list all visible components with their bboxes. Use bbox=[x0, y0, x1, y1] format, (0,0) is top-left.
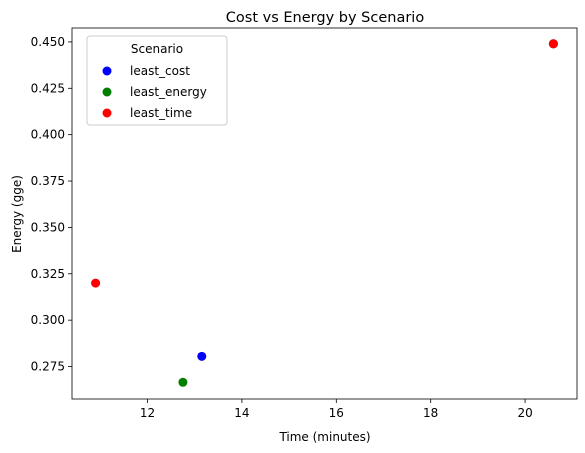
y-tick-label: 0.450 bbox=[31, 35, 65, 49]
y-tick-label: 0.425 bbox=[31, 81, 65, 95]
x-tick-label: 20 bbox=[517, 406, 532, 420]
y-tick-label: 0.275 bbox=[31, 360, 65, 374]
legend-marker-least-cost bbox=[102, 66, 112, 76]
legend-label-least-energy: least_energy bbox=[130, 85, 207, 99]
data-point-least-time bbox=[91, 278, 101, 288]
data-point-least-cost bbox=[197, 351, 207, 361]
plot-frame bbox=[71, 27, 578, 400]
y-tick-label: 0.325 bbox=[31, 267, 65, 281]
data-point-least-time bbox=[548, 39, 558, 49]
x-axis-ticks: 12 14 16 18 20 bbox=[140, 399, 533, 420]
legend-label-least-cost: least_cost bbox=[130, 64, 190, 78]
y-tick-label: 0.375 bbox=[31, 174, 65, 188]
y-tick-label: 0.300 bbox=[31, 313, 65, 327]
data-point-least-energy bbox=[178, 377, 188, 387]
x-axis-label: Time (minutes) bbox=[278, 430, 370, 444]
legend-marker-least-energy bbox=[102, 87, 112, 97]
data-points bbox=[91, 39, 558, 387]
legend-label-least-time: least_time bbox=[130, 106, 192, 120]
legend: Scenario least_cost least_energy least_tim… bbox=[86, 35, 228, 126]
y-tick-label: 0.400 bbox=[31, 128, 65, 142]
legend-entries: least_cost least_energy least_time bbox=[102, 64, 207, 120]
x-tick-label: 18 bbox=[423, 406, 438, 420]
chart-title: Cost vs Energy by Scenario bbox=[226, 10, 425, 26]
x-tick-label: 16 bbox=[329, 406, 344, 420]
legend-title: Scenario bbox=[131, 42, 183, 56]
y-axis-ticks: 0.275 0.300 0.325 0.350 0.375 0.400 0.425 0.450 bbox=[31, 35, 72, 374]
y-tick-label: 0.350 bbox=[31, 220, 65, 234]
legend-box bbox=[86, 35, 228, 126]
y-axis-label: Energy (gge) bbox=[10, 175, 24, 253]
x-tick-label: 14 bbox=[234, 406, 249, 420]
legend-marker-least-time bbox=[102, 108, 112, 118]
x-tick-label: 12 bbox=[140, 406, 155, 420]
